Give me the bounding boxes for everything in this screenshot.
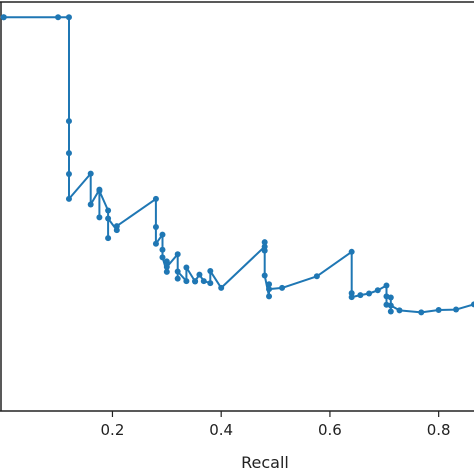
data-point	[105, 235, 112, 242]
data-point	[87, 201, 94, 208]
data-point	[387, 308, 394, 315]
x-tick-label: 0.2	[101, 421, 125, 439]
data-point	[65, 118, 72, 125]
data-point	[383, 282, 390, 289]
x-tick-label: 0.8	[427, 421, 451, 439]
x-tick-label: 0.6	[318, 421, 342, 439]
data-point	[348, 248, 355, 255]
data-point	[453, 306, 460, 313]
data-point	[152, 240, 159, 247]
axes-frame	[0, 1, 474, 412]
data-point	[266, 281, 273, 288]
data-point	[196, 271, 203, 278]
data-point	[65, 14, 72, 21]
x-axis-label: Recall	[241, 453, 289, 472]
data-point	[65, 195, 72, 202]
data-point	[174, 275, 181, 282]
data-point	[174, 268, 181, 275]
data-point	[163, 264, 170, 271]
data-point	[348, 294, 355, 301]
data-point	[279, 284, 286, 291]
data-point	[366, 290, 373, 297]
data-point	[261, 247, 268, 254]
data-point	[163, 258, 170, 265]
data-point	[200, 278, 207, 285]
data-point	[113, 223, 120, 230]
data-point	[55, 14, 62, 21]
data-point	[174, 251, 181, 258]
data-point	[105, 207, 112, 214]
data-point	[313, 273, 320, 280]
x-axis-ticks: 0.2 0.4 0.6 0.8	[101, 411, 451, 439]
data-point	[374, 287, 381, 294]
data-point	[261, 272, 268, 279]
data-point	[96, 187, 103, 194]
data-point	[159, 254, 166, 261]
data-point	[261, 239, 268, 246]
data-point	[163, 268, 170, 275]
series-layer	[0, 14, 474, 316]
data-point	[152, 195, 159, 202]
data-point	[207, 280, 214, 287]
data-point	[183, 264, 190, 271]
data-point	[396, 307, 403, 314]
data-point	[0, 14, 7, 21]
data-point	[105, 215, 112, 222]
x-tick-label: 0.4	[209, 421, 233, 439]
data-point	[357, 292, 364, 299]
data-point	[192, 278, 199, 285]
data-point	[207, 268, 214, 275]
data-point	[87, 170, 94, 177]
data-point	[159, 246, 166, 253]
data-point	[387, 294, 394, 301]
data-point	[218, 284, 225, 291]
data-point	[65, 150, 72, 157]
data-point	[159, 231, 166, 238]
data-point	[183, 278, 190, 285]
data-point	[266, 293, 273, 300]
data-point	[435, 306, 442, 313]
data-point	[152, 223, 159, 230]
data-point	[96, 214, 103, 221]
data-point	[418, 309, 425, 316]
data-point	[266, 286, 273, 293]
data-point	[471, 301, 474, 308]
pr-curve-line	[3, 16, 474, 314]
data-point	[387, 302, 394, 309]
data-point	[65, 171, 72, 178]
